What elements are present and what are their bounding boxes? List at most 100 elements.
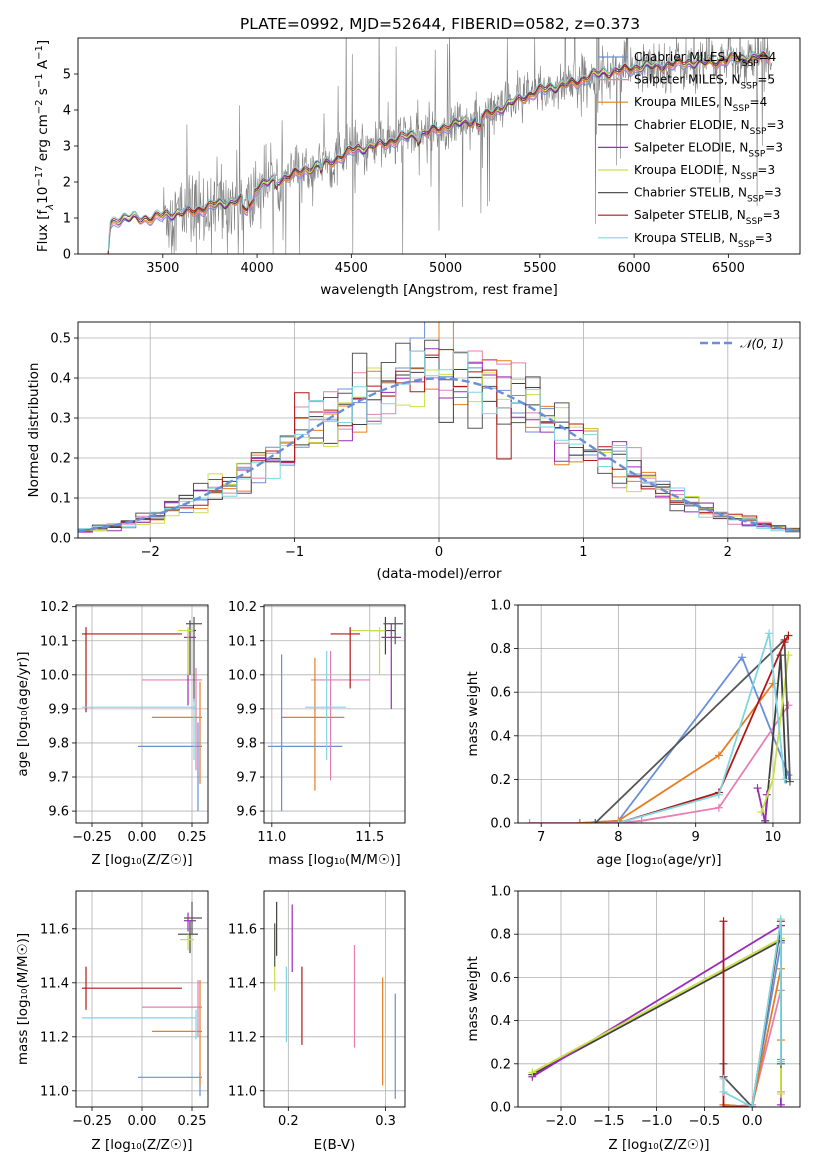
x-tick-label: 8	[614, 830, 622, 845]
x-tick-label: 0	[435, 545, 443, 560]
x-tick-label: 1	[579, 545, 587, 560]
x-axis-label: age [log₁₀(age/yr)]	[596, 852, 721, 868]
y-label-part: ]	[35, 40, 51, 45]
mass-weight-line	[618, 633, 786, 823]
y-label-part: erg cm	[35, 114, 51, 165]
y-axis-label: Flux [fλ10−17 erg cm−2 s−1 A−1]	[34, 40, 56, 252]
axes-frame	[517, 604, 801, 824]
legend-label: Salpeter MILES, NSSP=5	[634, 73, 775, 92]
age-vs-metallicity-panel: −0.25 0.00 0.25 9.6 9.7 9.8 9.9 10.0 10.1 10.2 Z […	[15, 600, 209, 868]
mass-weight-line	[722, 918, 782, 1107]
mass-weight-line	[756, 787, 768, 823]
legend-subscript: SSP	[738, 240, 755, 250]
legend-model: Chabrier STELIB, N	[634, 186, 747, 200]
y-tick-label: 11.2	[228, 1030, 257, 1045]
y-axis-label: mass weight	[465, 956, 481, 1041]
spectrum-panel: 3500 4000 4500 5000 5500 6000 6500 0 1 2 3 4 5 wavele…	[34, 37, 801, 298]
x-axis-label: Z [log₁₀(Z/Z☉)]	[91, 1137, 192, 1153]
y-label-part: −2	[34, 99, 45, 114]
y-tick-label: 10.1	[228, 634, 257, 649]
legend-subscript: SSP	[733, 104, 750, 114]
y-tick-label: 9.7	[48, 771, 69, 786]
x-axis-label: (data-model)/error	[376, 566, 502, 582]
y-tick-label: 11.4	[228, 976, 257, 991]
y-axis-label: mass [log₁₀(M/M☉)]	[15, 933, 31, 1065]
x-tick-label: −0.5	[689, 1114, 721, 1129]
x-axis-label: E(B-V)	[314, 1137, 356, 1153]
legend-subscript: SSP	[750, 127, 767, 137]
mass-vs-ebv-panel: 0.2 0.3 11.0 11.2 11.4 11.6 E(B-V)	[228, 890, 406, 1153]
x-tick-label: 0.0	[742, 1114, 763, 1129]
legend-label: Kroupa ELODIE, NSSP=3	[634, 163, 775, 182]
y-label-part: −1	[34, 45, 45, 60]
normal-distribution-curve	[78, 377, 800, 533]
legend-model: Kroupa MILES, N	[634, 95, 733, 109]
y-label-part: −17	[34, 166, 45, 187]
axes-frame	[263, 604, 406, 824]
y-tick-label: 0.4	[490, 729, 511, 744]
y-tick-label: 0.2	[50, 452, 71, 467]
axes-frame	[517, 890, 801, 1108]
y-tick-label: 5	[63, 68, 71, 83]
x-tick-label: −2.0	[545, 1114, 577, 1129]
y-axis-label: age [log₁₀(age/yr)]	[15, 651, 31, 776]
x-axis-label: Z [log₁₀(Z/Z☉)]	[608, 1137, 709, 1153]
y-tick-label: 0.6	[490, 971, 511, 986]
x-tick-label: 6500	[712, 261, 745, 276]
legend-value: =3	[765, 140, 783, 154]
legend-value: =3	[763, 208, 781, 222]
legend-model: Salpeter STELIB, N	[634, 208, 746, 222]
legend-label: Kroupa MILES, NSSP=4	[634, 95, 767, 114]
y-tick-label: 0	[63, 248, 71, 263]
plot-area	[267, 616, 404, 812]
legend-value: =5	[757, 73, 775, 87]
plot-area	[525, 629, 794, 823]
legend-value: =3	[757, 163, 775, 177]
plot-area	[107, 38, 772, 254]
y-tick-label: 11.6	[228, 922, 257, 937]
y-tick-label: 0.4	[50, 372, 71, 387]
y-tick-label: 11.6	[40, 922, 69, 937]
x-tick-label: 0.2	[278, 1114, 299, 1129]
y-tick-label: 1.0	[490, 599, 511, 614]
y-tick-label: 10.2	[40, 600, 69, 615]
y-tick-label: 0.3	[50, 412, 71, 427]
x-tick-label: 6000	[618, 261, 651, 276]
y-label-part: s	[35, 88, 51, 99]
y-tick-label: 0.2	[490, 1057, 511, 1072]
y-axis-label: Normed distribution	[26, 363, 42, 498]
legend-subscript: SSP	[746, 217, 763, 227]
legend-model: Salpeter MILES, N	[634, 73, 741, 87]
mass-weight-vs-metallicity-panel: −2.0 −1.5 −1.0 −0.5 0.0 0.0 0.2 0.4 0.6 0.8 1.0 Z […	[465, 885, 801, 1153]
legend-value: =4	[759, 50, 777, 64]
x-tick-label: 4500	[335, 261, 368, 276]
y-tick-label: 2	[63, 176, 71, 191]
legend-model: Chabrier ELODIE, N	[634, 118, 750, 132]
x-tick-label: 11.0	[257, 830, 286, 845]
x-tick-label: 0.25	[178, 830, 207, 845]
x-axis-label: wavelength [Angstrom, rest frame]	[320, 282, 558, 298]
legend-value: =3	[766, 118, 784, 132]
y-tick-label: 1.0	[490, 885, 511, 900]
y-tick-label: 10.0	[40, 668, 69, 683]
x-tick-label: 5500	[523, 261, 556, 276]
plot-area	[528, 915, 785, 1107]
x-tick-label: 0.00	[128, 1114, 157, 1129]
y-tick-label: 0.0	[490, 817, 511, 832]
legend-value: =3	[755, 231, 773, 245]
y-label-part: Flux [f	[35, 209, 51, 253]
legend-subscript: SSP	[748, 149, 765, 159]
x-tick-label: 9	[692, 830, 700, 845]
y-tick-label: 9.8	[48, 736, 69, 751]
y-tick-label: 10.2	[228, 600, 257, 615]
y-label-part: −1	[34, 73, 45, 88]
spectrum-title: PLATE=0992, MJD=52644, FIBERID=0582, z=0…	[240, 15, 640, 33]
y-tick-label: 11.0	[228, 1084, 257, 1099]
legend-subscript: SSP	[741, 172, 758, 182]
axes-frame	[77, 37, 801, 255]
y-label-part: A	[35, 59, 51, 73]
plot-area	[78, 322, 800, 533]
x-tick-label: −2	[141, 545, 160, 560]
x-tick-label: −1.0	[641, 1114, 673, 1129]
